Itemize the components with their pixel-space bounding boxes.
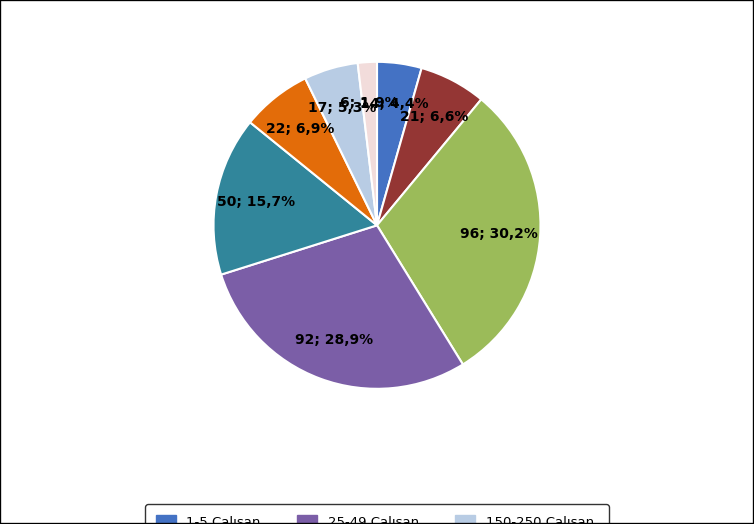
Text: 92; 28,9%: 92; 28,9% bbox=[296, 333, 373, 347]
Wedge shape bbox=[377, 100, 541, 364]
Text: 22; 6,9%: 22; 6,9% bbox=[266, 122, 335, 136]
Text: 21; 6,6%: 21; 6,6% bbox=[400, 110, 468, 124]
Text: 96; 30,2%: 96; 30,2% bbox=[461, 227, 538, 241]
Text: 14; 4,4%: 14; 4,4% bbox=[360, 97, 428, 111]
Legend: 1-5 Çalışan, 6-9 Çalışan, 10-24 Çalışan, 25-49 Çalışan, 50-99 Çalışan, 100-149 Ç: 1-5 Çalışan, 6-9 Çalışan, 10-24 Çalışan,… bbox=[146, 504, 608, 524]
Wedge shape bbox=[377, 62, 421, 225]
Wedge shape bbox=[305, 63, 377, 225]
Text: 6; 1,9%: 6; 1,9% bbox=[340, 96, 399, 110]
Wedge shape bbox=[377, 68, 481, 225]
Wedge shape bbox=[250, 79, 377, 225]
Wedge shape bbox=[213, 122, 377, 275]
Text: 17; 5,3%: 17; 5,3% bbox=[308, 101, 376, 115]
Wedge shape bbox=[221, 225, 463, 389]
Wedge shape bbox=[357, 62, 377, 225]
Text: 50; 15,7%: 50; 15,7% bbox=[217, 195, 296, 210]
